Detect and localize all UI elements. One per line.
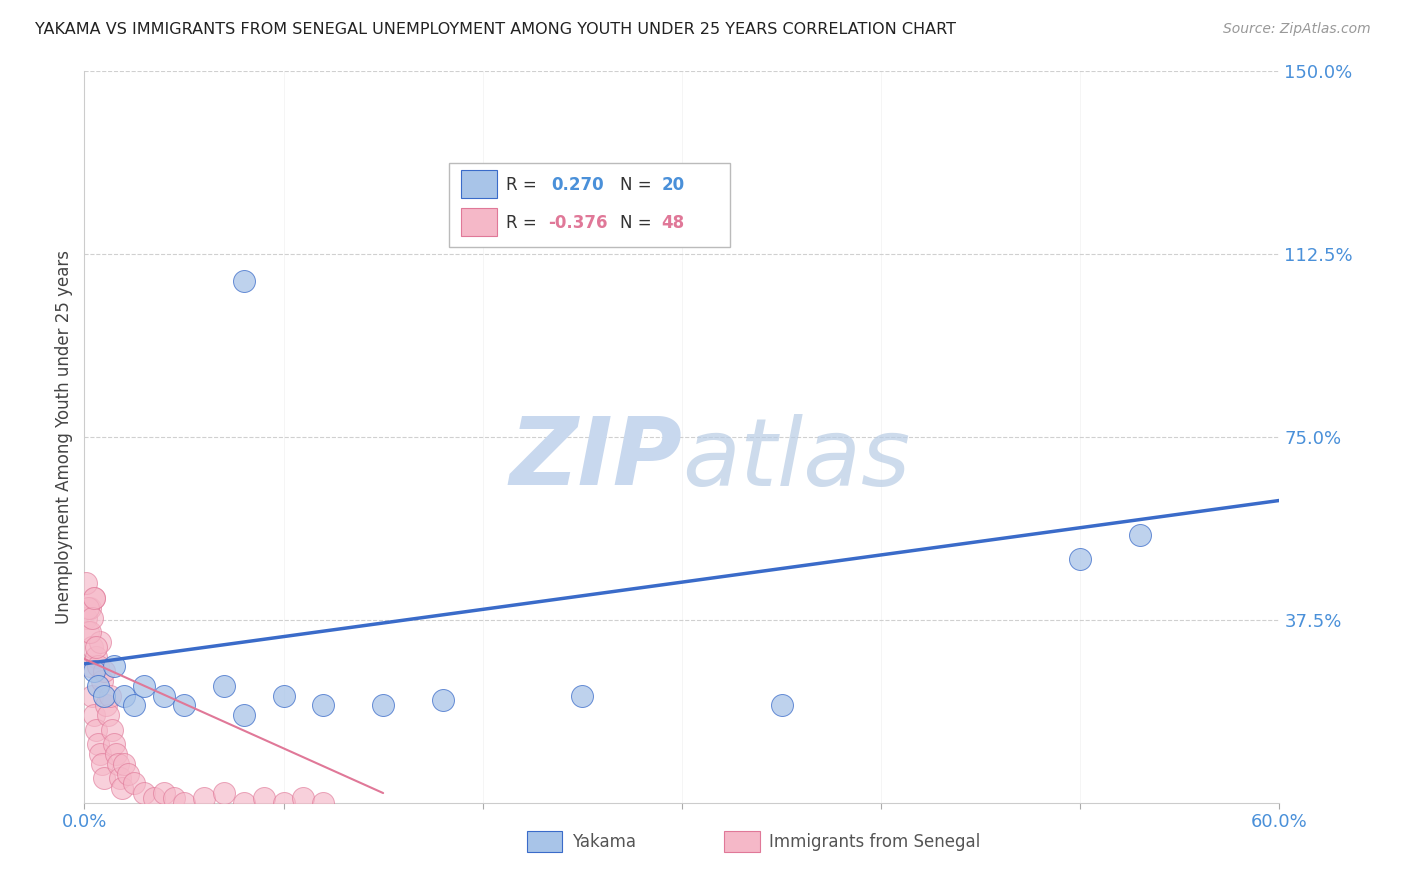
Point — [1069, 552, 1091, 566]
Text: -0.376: -0.376 — [548, 214, 607, 232]
Point — [89, 747, 111, 761]
Y-axis label: Unemployment Among Youth under 25 years: Unemployment Among Youth under 25 years — [55, 250, 73, 624]
Point — [432, 693, 454, 707]
Point — [232, 796, 254, 810]
Point — [82, 689, 104, 703]
Point — [86, 723, 108, 737]
Point — [83, 664, 105, 678]
Point — [312, 698, 335, 713]
Bar — [461, 170, 496, 198]
Point — [173, 796, 195, 810]
Point — [292, 791, 315, 805]
Point — [105, 747, 128, 761]
Text: atlas: atlas — [682, 414, 910, 505]
Text: N =: N = — [620, 214, 657, 232]
Text: R =: R = — [506, 176, 543, 194]
Point — [107, 756, 129, 771]
Point — [91, 673, 114, 688]
Point — [143, 791, 166, 805]
Point — [173, 698, 195, 713]
Point — [93, 664, 115, 678]
Point — [83, 591, 105, 605]
Point — [77, 600, 100, 615]
Point — [163, 791, 186, 805]
Text: Source: ZipAtlas.com: Source: ZipAtlas.com — [1223, 22, 1371, 37]
Point — [212, 786, 235, 800]
Point — [79, 625, 101, 640]
Bar — [724, 831, 759, 852]
Text: 48: 48 — [662, 214, 685, 232]
Point — [97, 708, 120, 723]
Point — [122, 776, 145, 790]
Point — [153, 689, 176, 703]
Point — [1129, 527, 1152, 541]
Point — [79, 600, 101, 615]
Point — [232, 274, 254, 288]
Point — [82, 610, 104, 624]
Point — [122, 698, 145, 713]
Point — [153, 786, 176, 800]
Text: YAKAMA VS IMMIGRANTS FROM SENEGAL UNEMPLOYMENT AMONG YOUTH UNDER 25 YEARS CORREL: YAKAMA VS IMMIGRANTS FROM SENEGAL UNEMPL… — [35, 22, 956, 37]
Point — [103, 659, 125, 673]
Point — [132, 786, 156, 800]
Point — [83, 708, 105, 723]
Text: Immigrants from Senegal: Immigrants from Senegal — [769, 832, 980, 851]
Point — [89, 635, 111, 649]
Point — [112, 756, 135, 771]
Point — [212, 679, 235, 693]
Point — [117, 766, 139, 780]
Point — [79, 659, 101, 673]
Point — [83, 591, 105, 605]
Text: ZIP: ZIP — [509, 413, 682, 505]
Bar — [527, 831, 562, 852]
Point — [87, 737, 110, 751]
Point — [96, 698, 118, 713]
Point — [77, 625, 100, 640]
Point — [98, 689, 121, 703]
Point — [253, 791, 276, 805]
Text: Yakama: Yakama — [572, 832, 636, 851]
Point — [770, 698, 793, 713]
Point — [93, 689, 115, 703]
Point — [103, 737, 125, 751]
Point — [273, 689, 295, 703]
Point — [571, 689, 593, 703]
Point — [101, 723, 124, 737]
Text: 20: 20 — [662, 176, 685, 194]
Point — [91, 756, 114, 771]
Point — [193, 791, 215, 805]
Bar — [461, 208, 496, 235]
Point — [82, 640, 104, 654]
Point — [75, 610, 97, 624]
Point — [112, 689, 135, 703]
Point — [312, 796, 335, 810]
Point — [86, 640, 108, 654]
Point — [132, 679, 156, 693]
Point — [75, 576, 97, 591]
Point — [373, 698, 395, 713]
Text: N =: N = — [620, 176, 657, 194]
Point — [86, 649, 108, 664]
Text: 0.270: 0.270 — [551, 176, 605, 194]
Point — [87, 679, 110, 693]
Point — [110, 772, 132, 786]
Point — [111, 781, 134, 796]
Point — [232, 708, 254, 723]
Text: R =: R = — [506, 214, 543, 232]
Point — [93, 772, 115, 786]
FancyBboxPatch shape — [449, 163, 730, 247]
Point — [273, 796, 295, 810]
Point — [87, 659, 110, 673]
